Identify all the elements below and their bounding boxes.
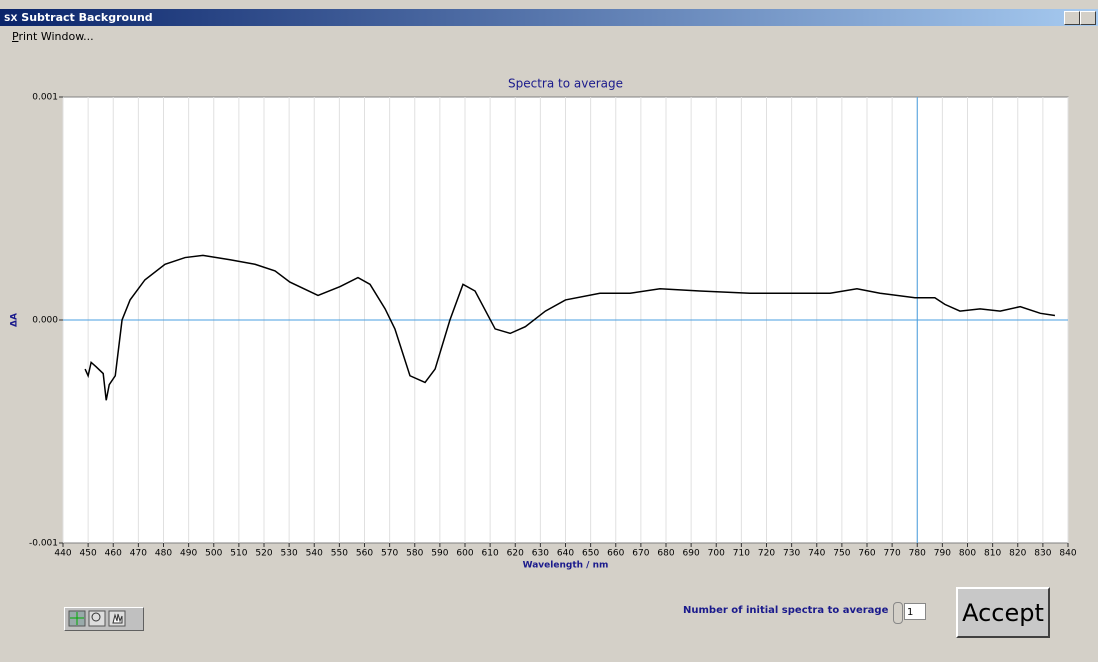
x-tick-label: 490 [180,549,197,559]
menu-item[interactable]: Print Window... [12,30,94,43]
count-label: Number of initial spectra to average [683,605,889,616]
x-tick-label: 590 [431,549,448,559]
accept-button[interactable]: Accept [956,587,1050,638]
x-tick-label: 480 [155,549,172,559]
window-icon: SX [4,14,18,24]
count-input[interactable]: 1 [904,603,926,620]
y-tick-label: 0.000 [32,316,58,326]
x-tick-label: 610 [482,549,499,559]
x-tick-label: 840 [1059,549,1076,559]
x-axis-label: Wavelength / nm [523,561,609,571]
x-tick-label: 620 [507,549,524,559]
x-tick-label: 660 [607,549,624,559]
pan-icon [112,613,123,624]
x-tick-label: 640 [557,549,574,559]
zoom-icon [91,612,101,622]
window-title: Subtract Background [21,11,153,24]
spectrum-line [84,254,1056,401]
x-tick-label: 780 [909,549,926,559]
cursor-icon [70,612,84,625]
x-tick-label: 680 [657,549,674,559]
x-tick-label: 530 [281,549,298,559]
x-tick-label: 770 [884,549,901,559]
menu-bar: Print Window... [12,30,94,43]
x-tick-label: 670 [632,549,649,559]
x-tick-label: 810 [984,549,1001,559]
x-tick-label: 650 [582,549,599,559]
y-axis-label: ΔA [10,313,20,327]
x-tick-label: 830 [1034,549,1051,559]
x-tick-label: 750 [833,549,850,559]
y-tick-label: -0.001 [29,539,58,549]
x-tick-label: 700 [708,549,725,559]
x-tick-label: 740 [808,549,825,559]
chart: Spectra to average 440 450 460 470 480 490 500 5… [10,77,1077,571]
x-tick-label: 550 [331,549,348,559]
x-tick-label: 440 [54,549,71,559]
x-tick-label: 570 [381,549,398,559]
x-tick-label: 710 [733,549,750,559]
x-tick-label: 460 [105,549,122,559]
y-tick-label: 0.001 [32,93,58,103]
x-tick-label: 540 [306,549,323,559]
x-tick-label: 580 [406,549,423,559]
title-bar: SX Subtract Background [0,9,1098,26]
x-tick-label: 720 [758,549,775,559]
x-tick-label: 560 [356,549,373,559]
x-tick-label: 790 [934,549,951,559]
x-tick-label: 730 [783,549,800,559]
minimize-button[interactable] [1064,11,1080,25]
x-tick-label: 500 [205,549,222,559]
x-tick-label: 800 [959,549,976,559]
graph-palette [64,607,144,631]
x-tick-label: 690 [683,549,700,559]
x-tick-label: 520 [255,549,272,559]
maximize-button[interactable] [1080,11,1096,25]
x-tick-label: 760 [858,549,875,559]
chart-title: Spectra to average [508,77,623,91]
x-tick-label: 630 [532,549,549,559]
x-tick-label: 510 [230,549,247,559]
x-tick-label: 450 [80,549,97,559]
x-tick-label: 600 [456,549,473,559]
spinner[interactable] [893,602,903,624]
x-tick-label: 470 [130,549,147,559]
x-tick-label: 820 [1009,549,1026,559]
palette-icons [68,610,126,627]
